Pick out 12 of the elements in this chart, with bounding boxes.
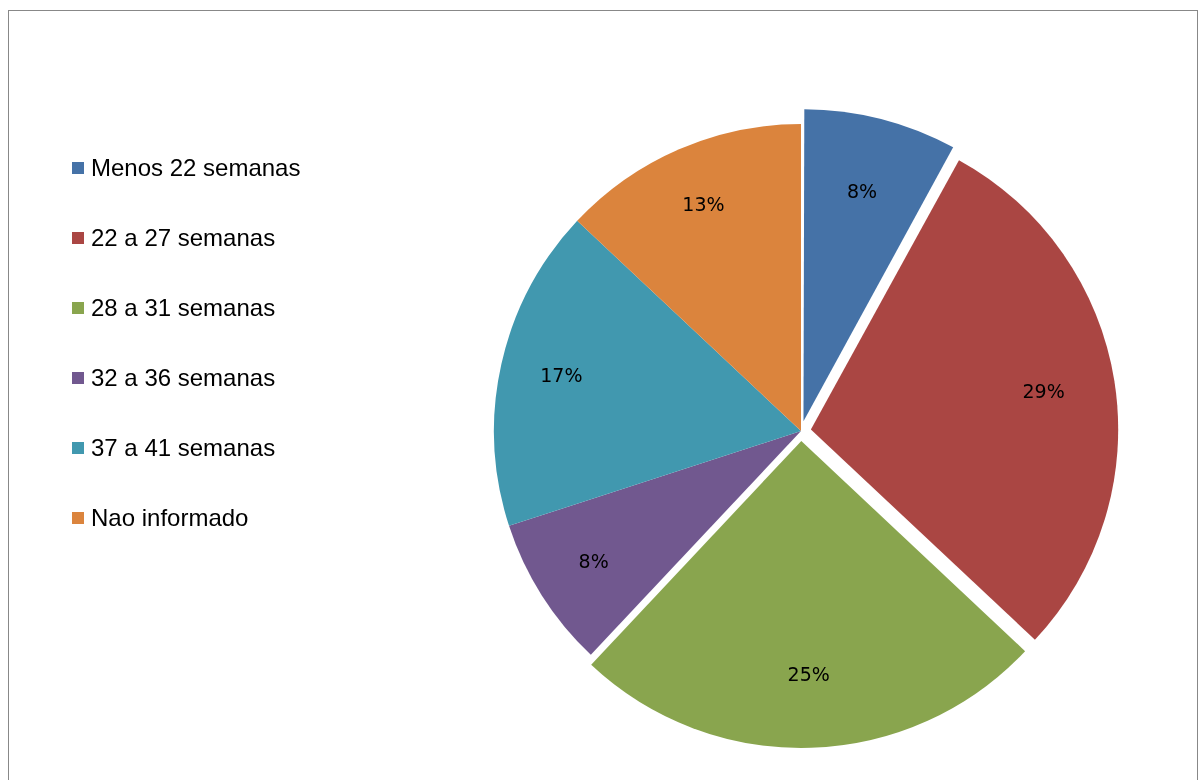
legend-label: Menos 22 semanas xyxy=(91,153,301,182)
legend-label: 22 a 27 semanas xyxy=(91,223,276,252)
data-label: 13% xyxy=(682,192,725,215)
data-label: 8% xyxy=(578,549,609,572)
data-label: 29% xyxy=(1022,379,1065,402)
legend-label: 32 a 36 semanas xyxy=(91,363,276,392)
legend-label: 28 a 31 semanas xyxy=(91,293,276,322)
data-label: 8% xyxy=(847,180,878,203)
legend-label: 37 a 41 semanas xyxy=(91,433,276,462)
data-label: 25% xyxy=(787,663,830,686)
data-label: 17% xyxy=(540,364,583,387)
legend-label: Nao informado xyxy=(91,503,249,532)
